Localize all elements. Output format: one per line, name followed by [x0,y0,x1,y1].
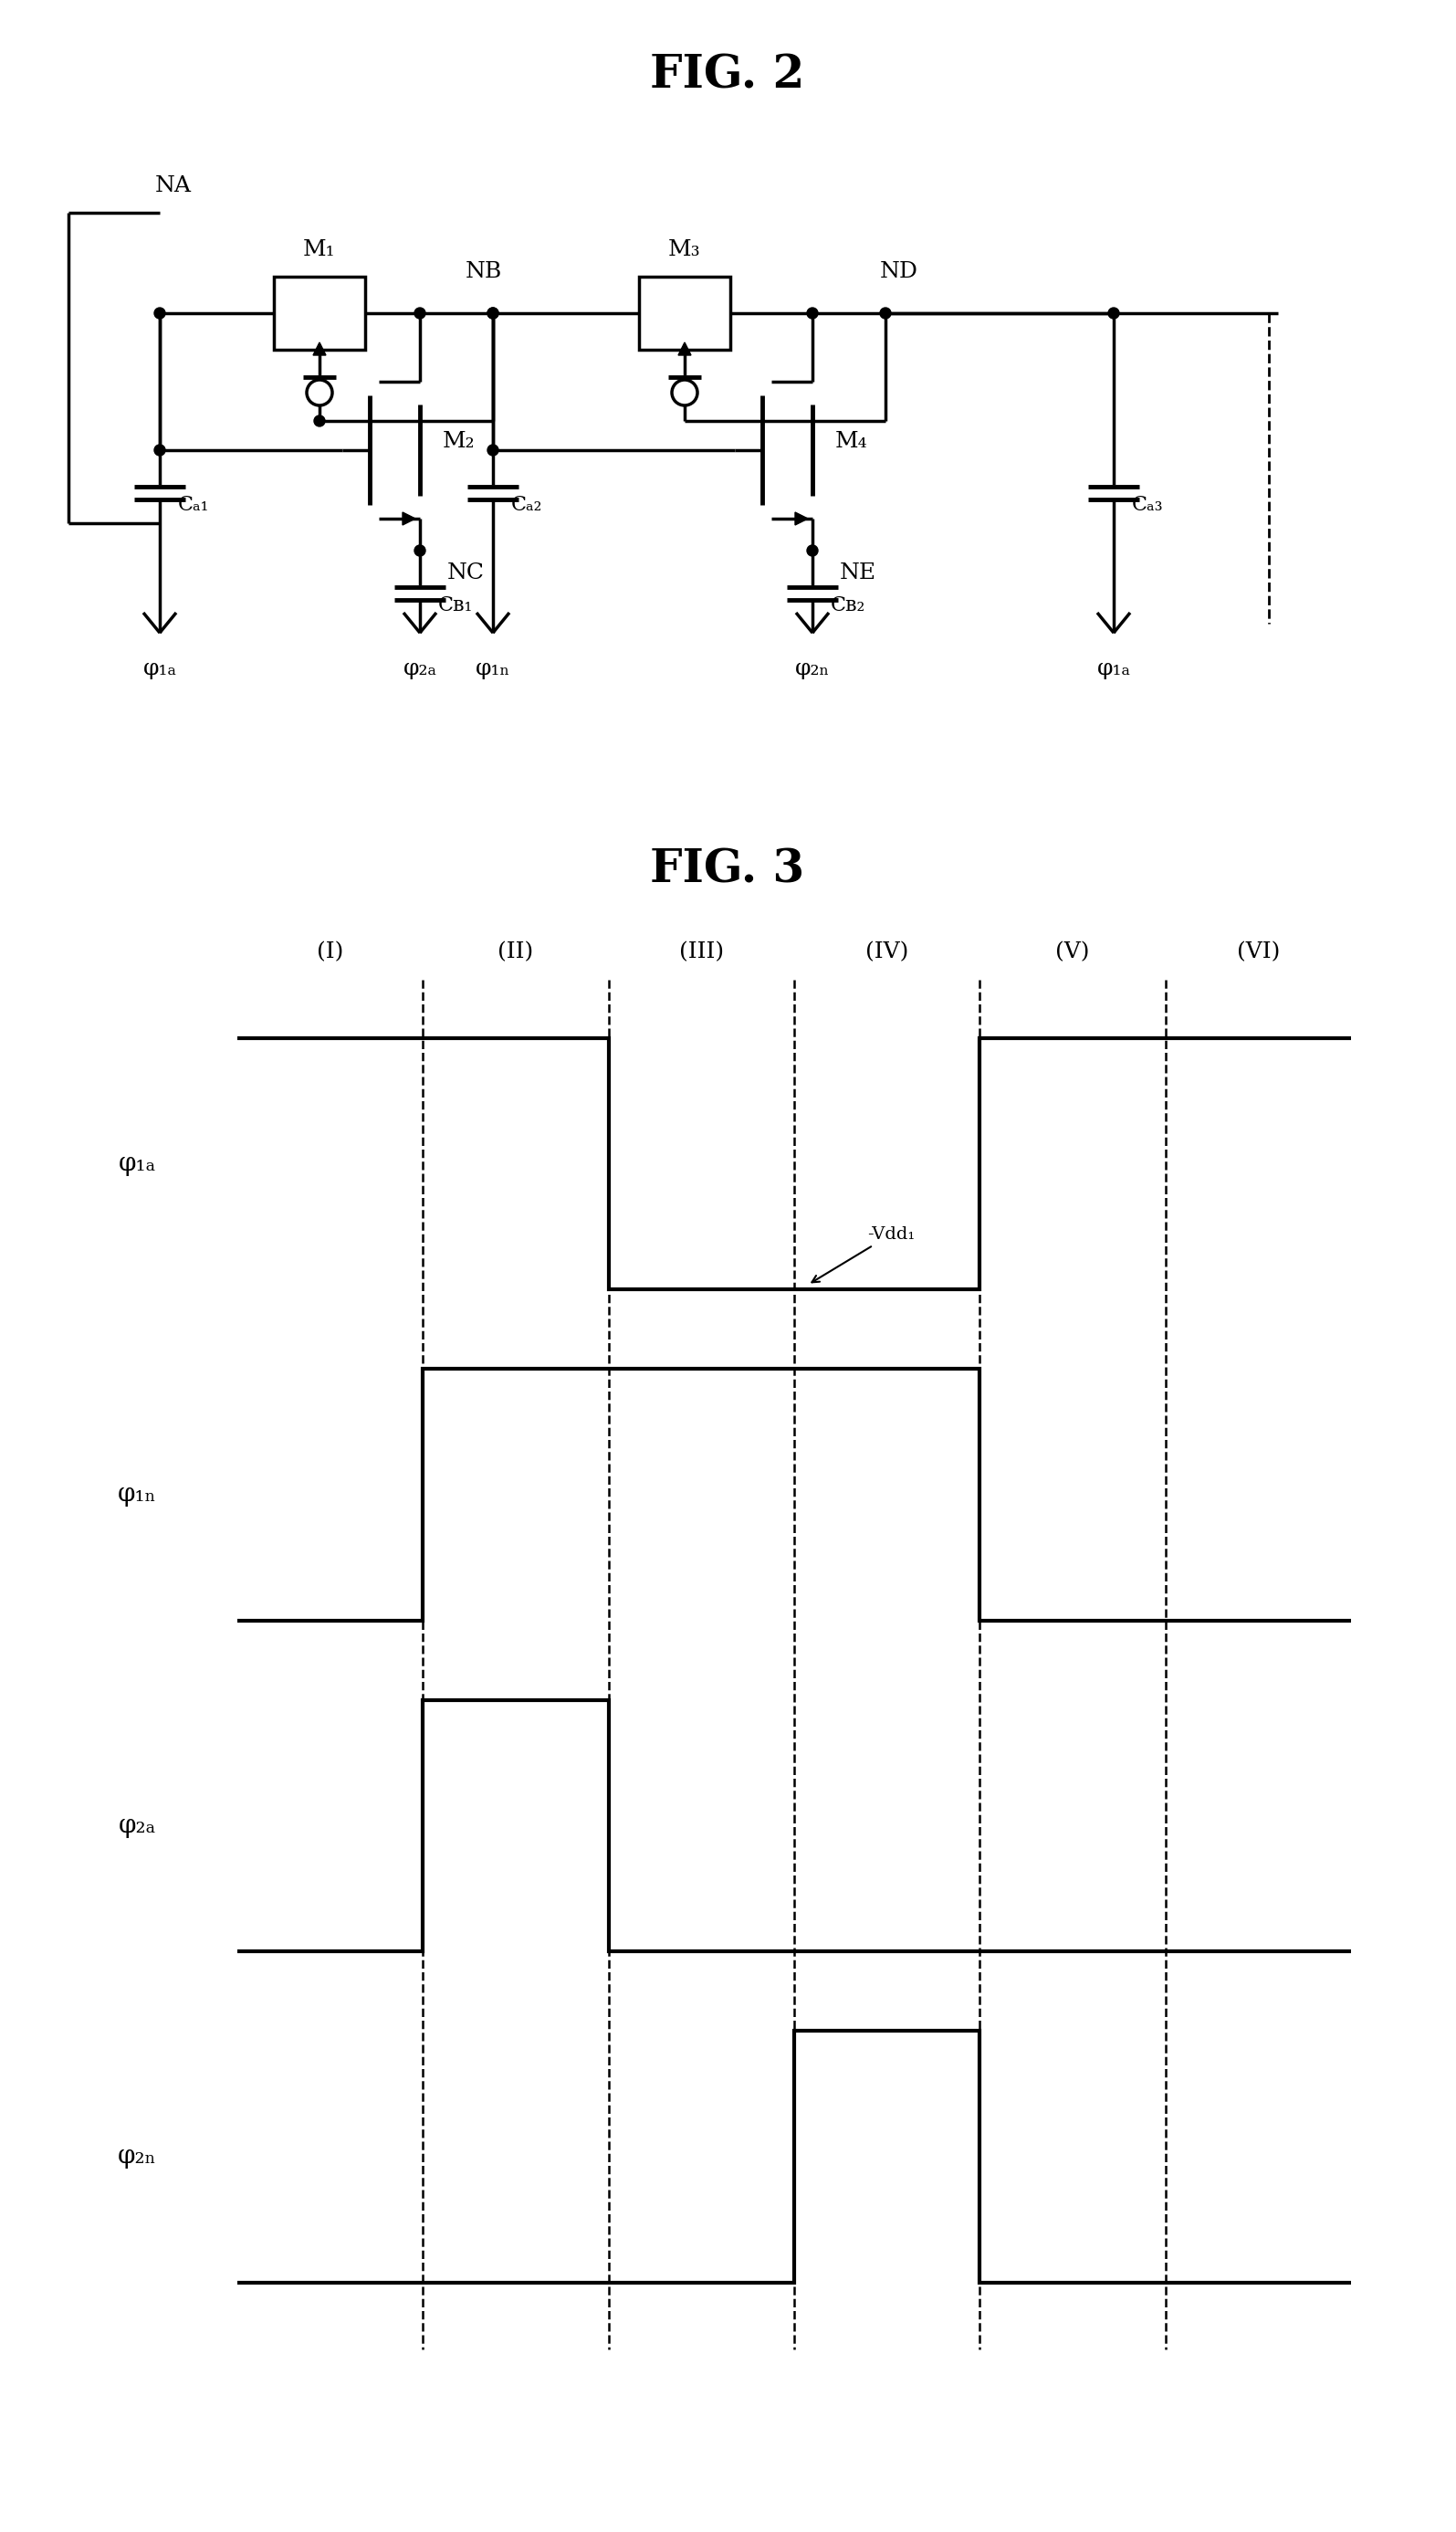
Text: (I): (I) [317,942,344,962]
Text: (IV): (IV) [865,942,909,962]
Text: φ₂ₙ: φ₂ₙ [118,2145,156,2170]
Text: Cʙ₂: Cʙ₂ [831,595,866,615]
Circle shape [879,309,891,319]
Text: φ₂ₙ: φ₂ₙ [795,658,830,679]
Text: M₂: M₂ [443,430,475,451]
Circle shape [314,415,325,425]
Circle shape [415,544,425,557]
Polygon shape [402,511,415,524]
Text: φ₂ₐ: φ₂ₐ [403,658,437,679]
Circle shape [807,309,818,319]
Circle shape [154,309,165,319]
Text: M₃: M₃ [668,238,700,261]
Polygon shape [313,342,326,354]
Text: φ₁ₐ: φ₁ₐ [1096,658,1131,679]
Text: FIG. 2: FIG. 2 [651,53,805,99]
Circle shape [1108,309,1120,319]
Bar [639,276,731,349]
Text: NE: NE [840,562,877,585]
Bar [274,276,365,349]
Text: -Vdd₁: -Vdd₁ [812,1225,914,1281]
Circle shape [488,446,498,456]
Text: φ₁ₐ: φ₁ₐ [118,1152,156,1175]
Text: φ₂ₐ: φ₂ₐ [118,1813,156,1838]
Text: Cₐ₃: Cₐ₃ [1131,494,1163,514]
Polygon shape [795,511,808,524]
Circle shape [154,446,165,456]
Text: (II): (II) [498,942,534,962]
Circle shape [488,309,498,319]
Text: NC: NC [447,562,485,585]
Text: φ₁ₐ: φ₁ₐ [143,658,176,679]
Circle shape [488,309,498,319]
Text: φ₁ₙ: φ₁ₙ [118,1481,156,1507]
Text: M₄: M₄ [836,430,868,451]
Text: M₁: M₁ [303,238,336,261]
Text: Cₐ₂: Cₐ₂ [511,494,543,514]
Text: (III): (III) [678,942,724,962]
Text: NA: NA [156,175,192,195]
Polygon shape [678,342,692,354]
Text: Cₐ₁: Cₐ₁ [178,494,210,514]
Circle shape [807,544,818,557]
Text: FIG. 3: FIG. 3 [651,848,805,894]
Text: ND: ND [879,261,919,284]
Text: Cʙ₁: Cʙ₁ [438,595,473,615]
Circle shape [415,309,425,319]
Text: NB: NB [466,261,502,284]
Text: (V): (V) [1056,942,1089,962]
Text: (VI): (VI) [1236,942,1280,962]
Text: φ₁ₙ: φ₁ₙ [476,658,511,679]
